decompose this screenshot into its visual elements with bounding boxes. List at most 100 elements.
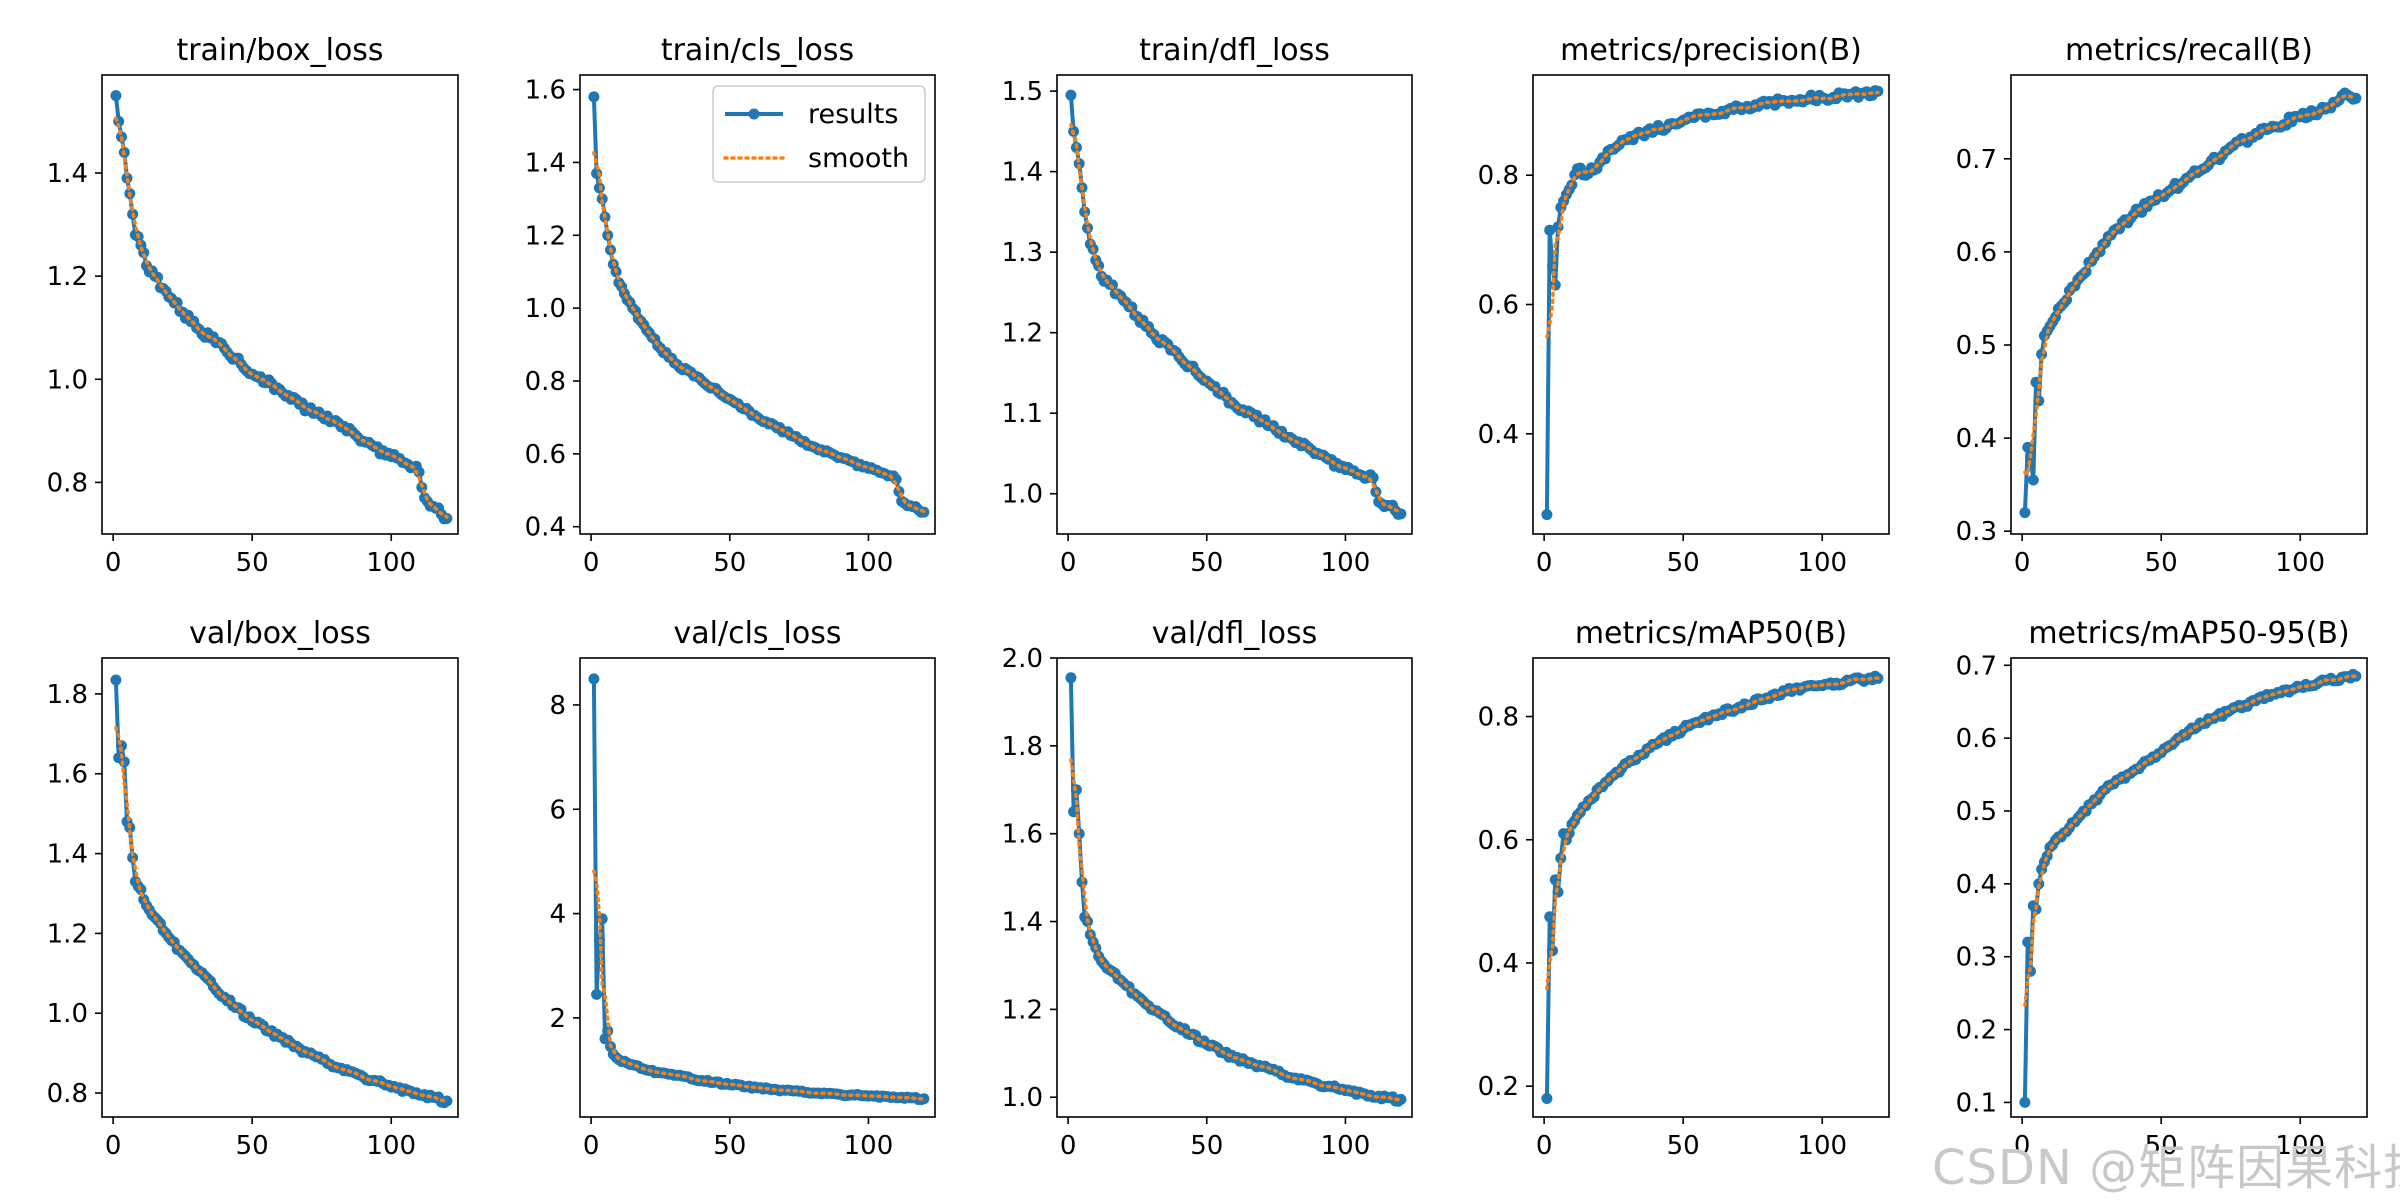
smooth-line <box>114 116 449 519</box>
results-point <box>2350 92 2362 104</box>
x-tick-label: 50 <box>2145 548 2178 578</box>
x-tick-label: 50 <box>1667 548 1700 578</box>
x-tick-label: 0 <box>105 548 122 578</box>
y-tick-label: 0.5 <box>1956 797 1997 827</box>
axes-frame <box>2010 74 2368 535</box>
results-point <box>588 673 600 685</box>
y-tick-label: 1.0 <box>47 999 88 1029</box>
results-markers <box>1541 85 1884 521</box>
chart-title: metrics/mAP50-95(B) <box>2028 616 2349 651</box>
y-tick-label: 0.4 <box>1956 870 1997 900</box>
chart-title: train/dfl_loss <box>1139 33 1330 68</box>
chart-title: train/cls_loss <box>661 33 854 68</box>
y-tick-label: 0.3 <box>1956 943 1997 973</box>
results-point <box>588 91 600 103</box>
results-markers <box>588 673 930 1106</box>
chart-title: val/cls_loss <box>674 616 842 651</box>
results-point <box>1544 911 1556 923</box>
axes-frame <box>2010 657 2368 1118</box>
results-point <box>121 172 133 184</box>
y-tick-label: 1.2 <box>1002 995 1043 1025</box>
y-tick-label: 1.4 <box>47 159 88 189</box>
y-tick-label: 2.0 <box>1002 644 1043 674</box>
results-point <box>1395 1093 1407 1105</box>
chart-title: metrics/precision(B) <box>1560 33 1862 68</box>
chart-val-box-loss: val/box_loss 0 50 100 0.8 1.0 1.2 1.4 1.6 1.8 <box>47 616 459 1161</box>
chart-metrics-map50-95-b: metrics/mAP50-95(B) 0 50 100 0.1 0.2 0.3 0.4 0.5… <box>1956 616 2368 1161</box>
y-tick-label: 0.6 <box>1478 826 1519 856</box>
results-point <box>171 297 183 308</box>
axes-frame <box>579 657 936 1118</box>
y-tick-label: 1.5 <box>1002 77 1043 107</box>
chart-val-cls-loss: val/cls_loss 0 50 100 2 4 6 8 <box>549 616 936 1161</box>
results-markers <box>1065 89 1407 520</box>
x-tick-label: 0 <box>105 1131 122 1161</box>
y-tick-label: 0.7 <box>1956 651 1997 681</box>
x-tick-label: 100 <box>1797 548 1847 578</box>
axes-frame <box>101 657 459 1118</box>
y-tick-label: 1.2 <box>47 262 88 292</box>
results-point <box>1073 828 1085 840</box>
y-tick-label: 1.2 <box>47 919 88 949</box>
y-tick-label: 1.0 <box>525 294 566 324</box>
x-tick-label: 100 <box>366 1131 416 1161</box>
results-point <box>591 988 603 1000</box>
chart-train-cls-loss: train/cls_loss 0 50 100 0.4 0.6 0.8 1.0 1.2 1.4 1.… <box>525 33 936 578</box>
results-markers <box>1541 670 1884 1104</box>
x-tick-label: 100 <box>844 548 894 578</box>
results-markers <box>1065 672 1407 1107</box>
results-markers <box>2019 87 2362 519</box>
results-line <box>1544 674 1880 1099</box>
y-tick-label: 0.7 <box>1956 145 1997 175</box>
chart-title: metrics/recall(B) <box>2065 33 2313 68</box>
axes-frame <box>1532 657 1890 1118</box>
x-tick-label: 0 <box>1060 1131 1077 1161</box>
watermark-text: CSDN @矩阵因果科技 <box>1932 1140 2400 1196</box>
y-tick-label: 1.6 <box>47 760 88 790</box>
x-tick-label: 50 <box>236 548 269 578</box>
x-tick-label: 50 <box>713 548 746 578</box>
y-tick-label: 0.8 <box>1478 703 1519 733</box>
x-tick-label: 50 <box>236 1131 269 1161</box>
chart-title: metrics/mAP50(B) <box>1575 616 1847 651</box>
x-tick-label: 50 <box>1190 548 1223 578</box>
results-point <box>110 674 122 686</box>
chart-title: val/dfl_loss <box>1152 616 1317 651</box>
x-tick-label: 100 <box>844 1131 894 1161</box>
y-tick-label: 1.3 <box>1002 238 1043 268</box>
results-point <box>1541 1093 1553 1104</box>
x-tick-label: 0 <box>583 548 600 578</box>
y-tick-label: 0.1 <box>1956 1088 1997 1118</box>
y-tick-label: 0.2 <box>1478 1072 1519 1102</box>
y-tick-label: 1.0 <box>1002 1083 1043 1113</box>
results-markers <box>110 674 453 1109</box>
x-tick-label: 0 <box>583 1131 600 1161</box>
y-tick-label: 1.8 <box>47 680 88 710</box>
x-tick-label: 100 <box>2275 548 2325 578</box>
results-point <box>918 1093 930 1105</box>
y-tick-label: 8 <box>549 691 566 721</box>
results-markers <box>2019 668 2362 1108</box>
chart-metrics-recall-b: metrics/recall(B) 0 50 100 0.3 0.4 0.5 0.6 0.7 <box>1956 33 2368 578</box>
y-tick-label: 1.4 <box>525 148 566 178</box>
smooth-line <box>592 150 926 514</box>
axes-frame <box>1056 74 1413 535</box>
results-point <box>596 193 608 205</box>
results-point <box>2022 936 2034 948</box>
y-tick-label: 1.4 <box>47 840 88 870</box>
axes-frame <box>1056 657 1413 1118</box>
x-tick-label: 100 <box>1797 1131 1847 1161</box>
results-line <box>1068 677 1403 1104</box>
smooth-line <box>2023 674 2358 1008</box>
x-tick-label: 0 <box>2014 548 2031 578</box>
legend-results-marker <box>748 108 760 120</box>
chart-metrics-map50-b: metrics/mAP50(B) 0 50 100 0.2 0.4 0.6 0.8 <box>1478 616 1890 1161</box>
y-tick-label: 0.8 <box>47 1079 88 1109</box>
results-point <box>1541 509 1553 521</box>
x-tick-label: 50 <box>713 1131 746 1161</box>
results-point <box>1065 89 1077 101</box>
x-tick-label: 0 <box>2014 1131 2031 1161</box>
chart-train-box-loss: train/box_loss 0 50 100 0.8 1.0 1.2 1.4 <box>47 33 459 578</box>
results-line <box>591 678 925 1102</box>
